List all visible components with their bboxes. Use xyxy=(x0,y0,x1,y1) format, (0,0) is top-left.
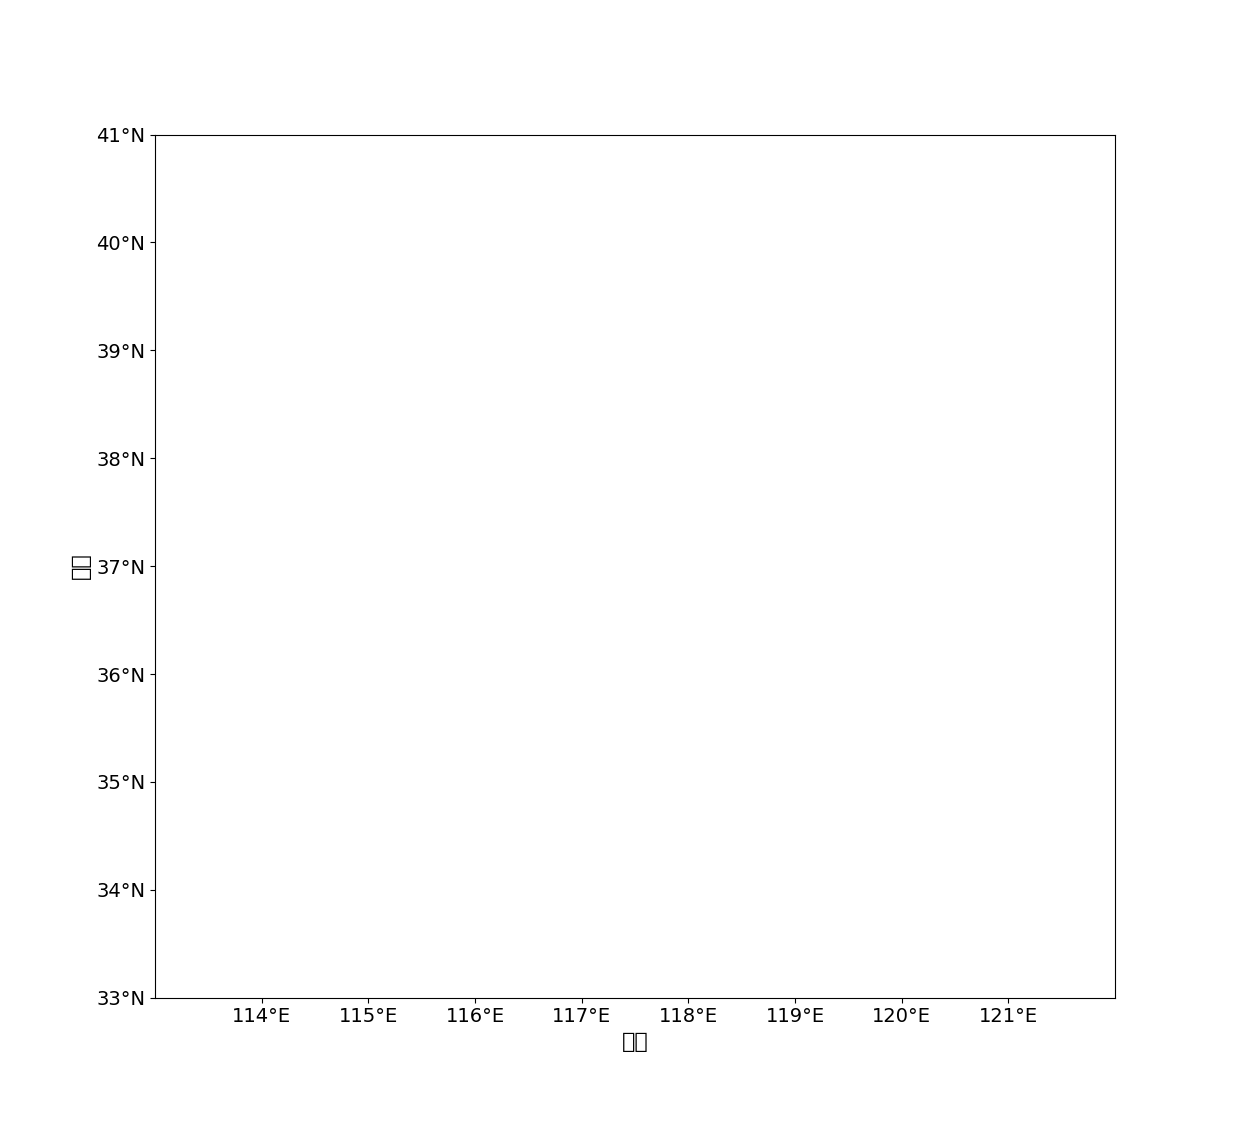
X-axis label: 经度: 经度 xyxy=(622,1032,648,1051)
Y-axis label: 纬度: 纬度 xyxy=(71,553,90,580)
